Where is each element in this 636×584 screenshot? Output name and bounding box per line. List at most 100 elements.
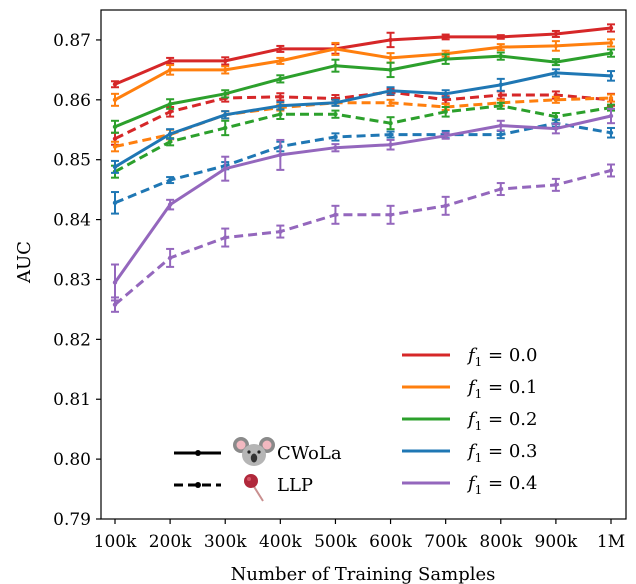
x-tick-label: 600k <box>369 532 412 552</box>
lollipop-icon <box>244 474 264 502</box>
x-tick-label: 700k <box>424 532 467 552</box>
x-tick-label: 1M <box>597 532 625 552</box>
series-line <box>113 114 612 284</box>
data-point <box>443 56 448 62</box>
series-llp-9 <box>111 163 615 313</box>
data-point <box>112 144 118 149</box>
data-point <box>608 25 614 31</box>
y-tick-label: 0.79 <box>53 510 91 530</box>
series-line <box>114 104 612 174</box>
data-point <box>333 111 338 117</box>
data-point <box>388 120 393 126</box>
data-point <box>112 280 118 285</box>
data-point <box>388 212 393 217</box>
data-point <box>388 132 393 137</box>
data-point <box>498 123 503 128</box>
data-point <box>167 101 173 107</box>
data-point <box>388 142 393 147</box>
data-point <box>553 31 559 37</box>
y-axis-title: AUC <box>14 241 35 284</box>
data-point <box>223 67 228 73</box>
x-tick-label: 900k <box>535 532 578 552</box>
legend-color-label: f1 = 0.1 <box>466 377 537 401</box>
data-point <box>278 58 283 64</box>
data-point <box>608 130 614 135</box>
data-point <box>278 229 283 234</box>
data-point <box>388 88 393 94</box>
data-point <box>278 103 283 109</box>
data-point <box>112 302 118 307</box>
x-tick-label: 100k <box>94 532 137 552</box>
data-point <box>553 182 559 188</box>
data-point <box>608 95 614 101</box>
data-point <box>223 235 228 240</box>
data-point <box>388 37 393 43</box>
data-point <box>278 94 283 100</box>
legend-color-label: f1 = 0.4 <box>466 473 537 497</box>
data-point <box>443 91 448 97</box>
data-point <box>167 177 173 183</box>
data-point <box>333 134 338 140</box>
y-tick-label: 0.83 <box>53 270 91 290</box>
data-point <box>443 203 448 209</box>
data-point <box>112 124 118 129</box>
legend-cwola-label: CWoLa <box>277 443 342 464</box>
series-lines <box>111 23 615 313</box>
data-point <box>167 131 173 137</box>
legend-methods: CWoLa LLP <box>174 437 342 502</box>
data-point <box>498 92 503 98</box>
series-cwola-4 <box>111 48 615 134</box>
data-point <box>498 34 503 40</box>
data-point <box>278 111 283 117</box>
y-tick-label: 0.87 <box>53 31 91 51</box>
data-point <box>278 152 283 158</box>
data-point <box>167 139 173 144</box>
data-point <box>167 255 173 261</box>
data-point <box>553 70 559 76</box>
data-point <box>443 109 448 115</box>
x-tick-label: 400k <box>259 532 302 552</box>
series-cwola-8 <box>111 107 615 302</box>
series-llp-3 <box>111 93 615 153</box>
data-point <box>223 112 228 117</box>
data-point <box>498 44 503 50</box>
series-line <box>114 169 612 306</box>
y-tick-label: 0.81 <box>53 390 91 410</box>
data-point <box>553 114 559 119</box>
data-point <box>388 55 393 61</box>
series-line <box>114 121 612 205</box>
series-line <box>114 96 612 148</box>
x-tick-label: 200k <box>149 532 192 552</box>
data-point <box>443 133 448 138</box>
data-point <box>553 126 559 131</box>
x-tick-label: 500k <box>314 532 357 552</box>
data-point <box>333 63 338 68</box>
data-point <box>223 125 228 131</box>
data-point <box>112 200 118 206</box>
data-point <box>223 58 228 64</box>
legend-color-label: f1 = 0.0 <box>466 345 537 369</box>
data-point <box>553 59 559 65</box>
x-tick-label: 800k <box>479 532 522 552</box>
legend-cwola-marker <box>195 450 201 456</box>
series-line <box>114 71 612 169</box>
data-point <box>333 212 338 217</box>
series-cwola-6 <box>111 68 615 174</box>
data-point <box>553 43 559 49</box>
axis-ticks: 100k 200k 300k 400k 500k 600k 700k 800k 900k 1M 0.… <box>53 31 625 552</box>
data-point <box>443 34 448 40</box>
y-tick-label: 0.84 <box>53 211 91 231</box>
data-point <box>333 46 338 52</box>
x-axis-title: Number of Training Samples <box>231 564 496 584</box>
koala-icon <box>233 437 275 466</box>
data-point <box>278 76 283 82</box>
data-point <box>223 166 228 171</box>
plot-frame <box>100 9 627 520</box>
y-tick-label: 0.80 <box>53 450 91 470</box>
data-point <box>498 103 503 109</box>
data-point <box>167 202 173 207</box>
data-point <box>167 58 173 64</box>
series-llp-7 <box>111 118 615 215</box>
data-point <box>608 113 614 119</box>
data-point <box>167 109 173 115</box>
